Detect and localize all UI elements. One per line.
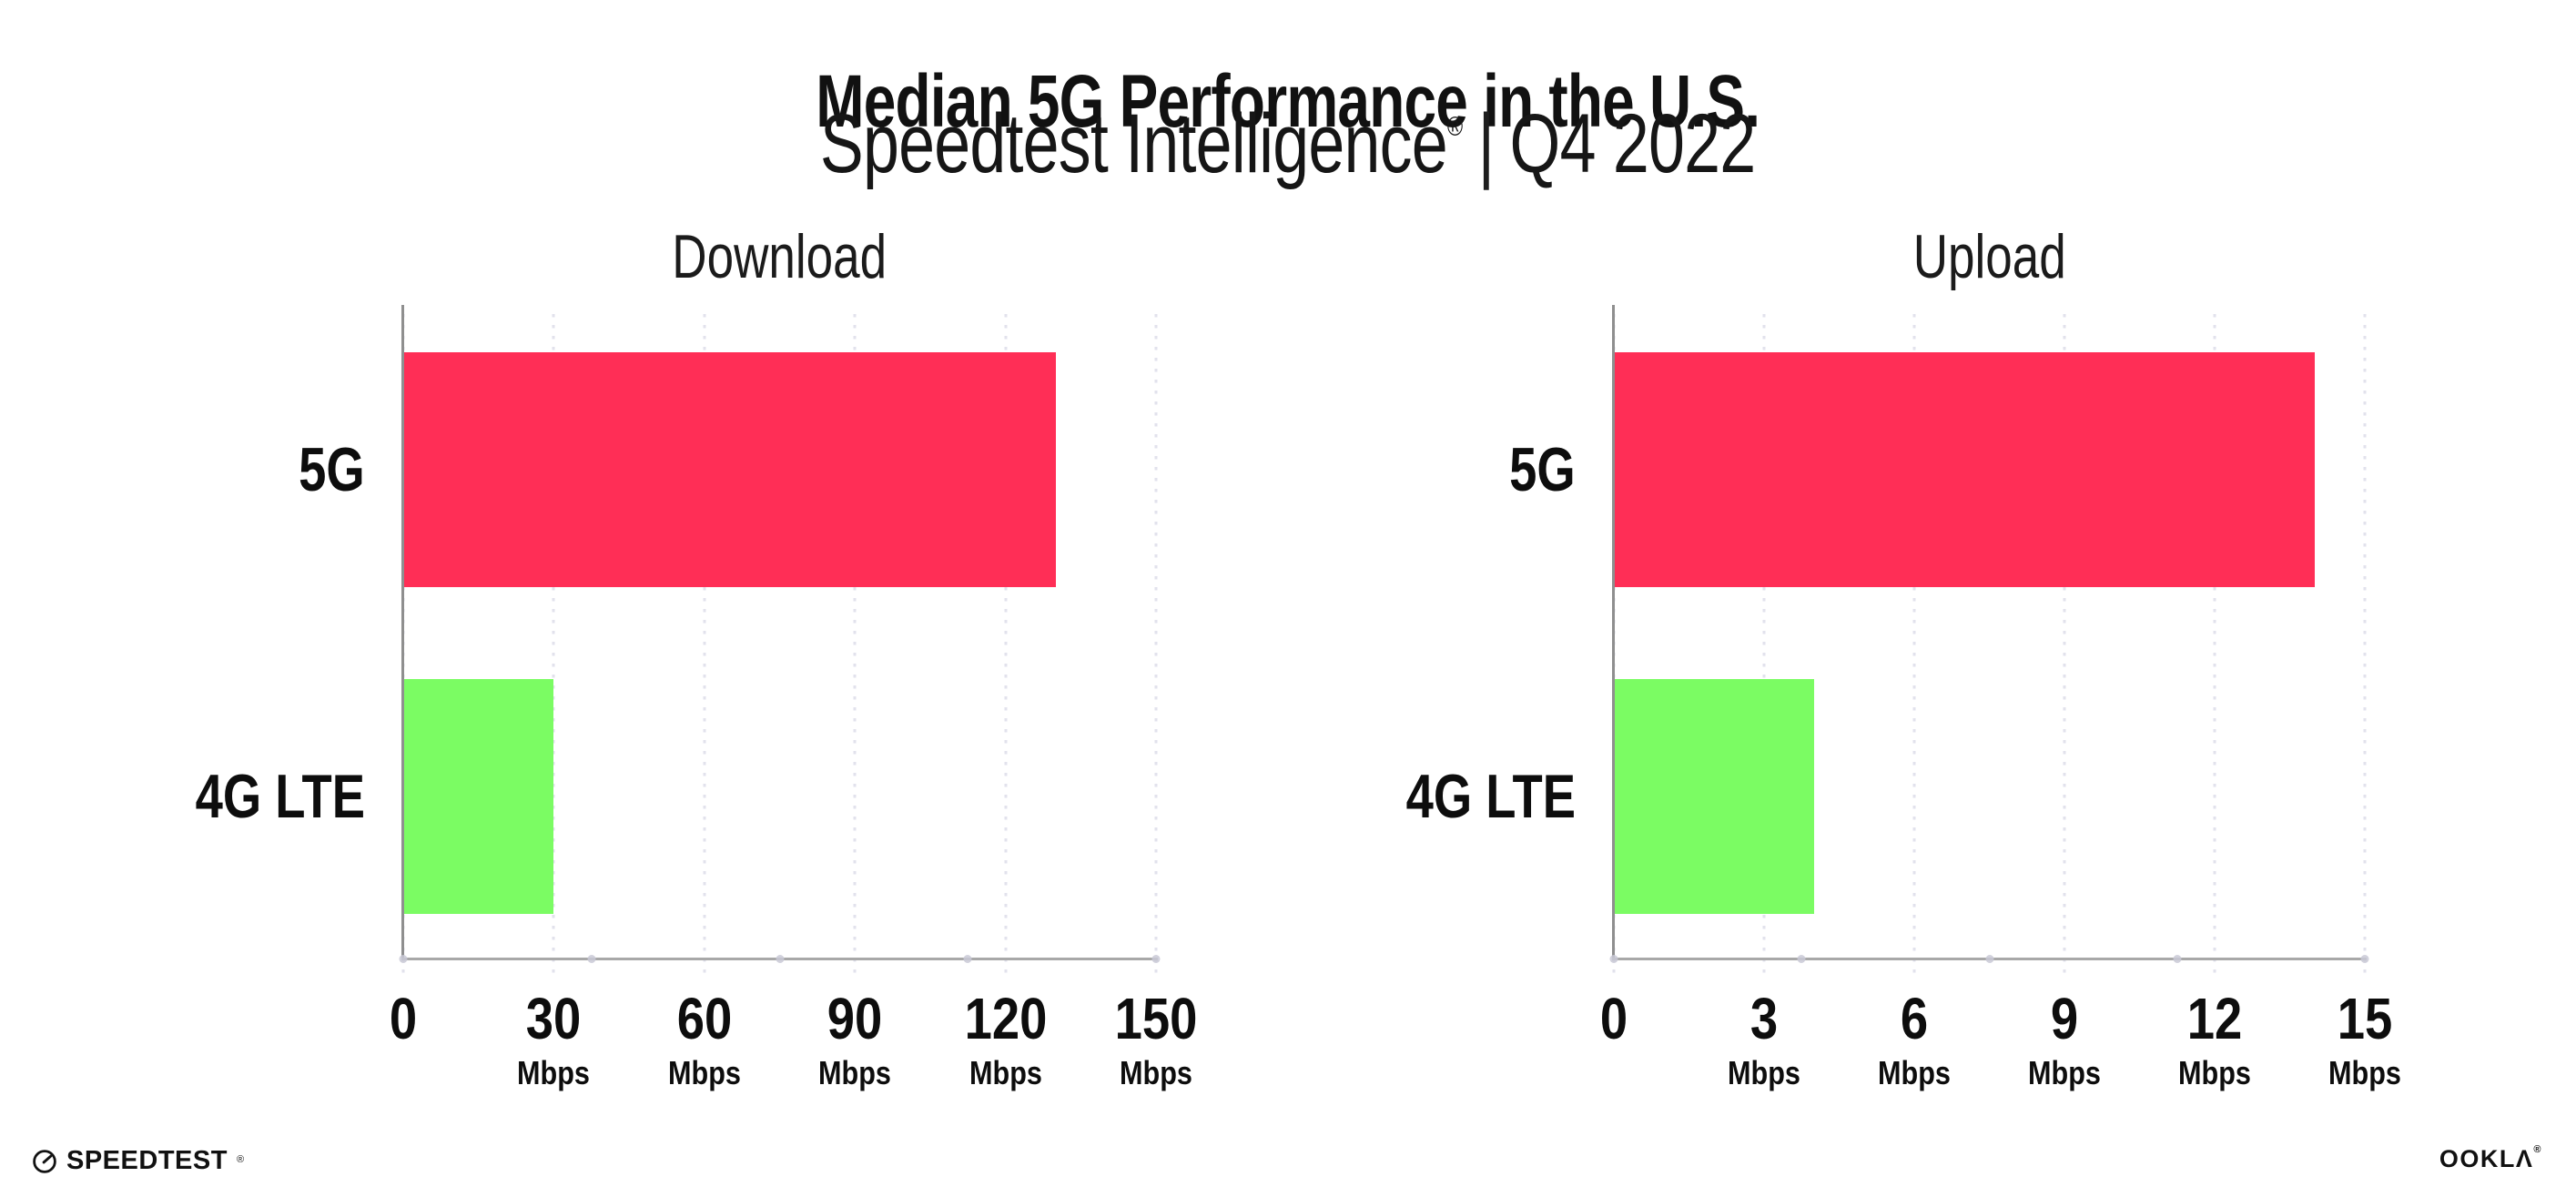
tick-value: 150: [1114, 986, 1198, 1051]
x-tick-12: 12 Mbps: [2172, 959, 2257, 1090]
bar-4g-lte: [403, 678, 554, 915]
bar-5g: [1614, 351, 2315, 588]
tick-unit: Mbps: [2328, 1054, 2401, 1091]
page-title-text: Median 5G Performance in the U.S.: [816, 59, 1761, 143]
tick-unit: Mbps: [818, 1054, 892, 1091]
gridline-120: [1004, 314, 1008, 980]
gridline-15: [2363, 314, 2367, 980]
gridline-30: [552, 314, 555, 980]
tick-unit: Mbps: [667, 1054, 741, 1091]
gridline-60: [703, 314, 706, 980]
download-chart-title: Download: [403, 226, 1156, 288]
x-tick-3: 3 Mbps: [1721, 959, 1807, 1090]
upload-plot-area: 0 3 Mbps 6 Mbps 9 Mbps 12 Mbps 15 Mbps 5G 4G LTE: [1406, 305, 2401, 1090]
tick-unit: Mbps: [1728, 1054, 1800, 1091]
tick-value: 120: [964, 986, 1047, 1051]
speedtest-wordmark: SPEEDTEST: [66, 1146, 228, 1175]
tick-value: 9: [2050, 986, 2079, 1051]
axis-dot: [963, 955, 972, 963]
tick-unit: Mbps: [969, 1054, 1042, 1091]
x-tick-6: 6 Mbps: [1871, 959, 1957, 1090]
subtitle-brand: Speedtest Intelligence: [820, 97, 1448, 190]
tick-value: 0: [389, 986, 418, 1051]
axis-dot: [1985, 955, 1993, 963]
gridline-6: [1912, 314, 1916, 980]
x-tick-0: 0: [387, 959, 420, 1048]
axis-dot: [1609, 955, 1618, 963]
bar-5g: [403, 351, 1056, 588]
category-label-5g: 5G: [299, 434, 365, 504]
axis-dot: [2360, 955, 2369, 963]
tick-unit: Mbps: [517, 1054, 591, 1091]
ookla-wordmark: OOKLΛ: [2439, 1145, 2534, 1172]
tick-value: 60: [676, 986, 733, 1051]
x-tick-9: 9 Mbps: [2022, 959, 2107, 1090]
tick-value: 6: [1900, 986, 1929, 1051]
download-chart-title-text: Download: [672, 222, 887, 291]
speedtest-gauge-icon: [33, 1149, 56, 1173]
tick-unit: Mbps: [2028, 1054, 2101, 1091]
tick-unit: Mbps: [1120, 1054, 1192, 1091]
upload-chart-title-text: Upload: [1912, 222, 2066, 291]
x-tick-60: 60 Mbps: [662, 959, 747, 1090]
page-title: Median 5G Performance in the U.S.: [0, 59, 2576, 143]
gridline-12: [2213, 314, 2216, 980]
tick-value: 3: [1749, 986, 1779, 1051]
tick-value: 0: [1599, 986, 1628, 1051]
category-label-4g-lte: 4G LTE: [195, 761, 365, 831]
tick-value: 12: [2186, 986, 2243, 1051]
speedtest-trademark-symbol: ®: [236, 1153, 245, 1165]
tick-value: 15: [2337, 986, 2393, 1051]
upload-chart-title: Upload: [1614, 226, 2365, 288]
ookla-trademark-symbol: ®: [2533, 1144, 2542, 1155]
download-plot-area: 0 30 Mbps 60 Mbps 90 Mbps 120 Mbps 150 Mbps 5G 4G LT…: [196, 305, 1197, 1090]
category-label-4g-lte: 4G LTE: [1405, 761, 1576, 831]
axis-dot: [399, 955, 408, 963]
page-subtitle: Speedtest Intelligence® | Q4 2022: [0, 102, 2576, 186]
gridline-150: [1154, 314, 1158, 980]
axis-dot: [776, 955, 784, 963]
x-tick-150: 150 Mbps: [1108, 959, 1205, 1090]
gridline-9: [2063, 314, 2066, 980]
registered-trademark-symbol: ®: [1447, 112, 1463, 142]
tick-unit: Mbps: [2178, 1054, 2251, 1091]
bar-4g-lte: [1614, 678, 1814, 915]
axis-dot: [1151, 955, 1161, 963]
x-tick-90: 90 Mbps: [812, 959, 898, 1090]
subtitle-period: Q4 2022: [1509, 97, 1757, 190]
subtitle-separator: |: [1477, 97, 1496, 190]
axis-dot: [1797, 955, 1806, 963]
tick-value: 30: [526, 986, 582, 1051]
x-tick-15: 15 Mbps: [2322, 959, 2408, 1090]
speedtest-logo: SPEEDTEST ®: [32, 1148, 244, 1174]
page-subtitle-text: Speedtest Intelligence® | Q4 2022: [820, 102, 1756, 186]
ookla-logo: OOKLΛ®: [2439, 1144, 2542, 1172]
tick-value: 90: [827, 986, 883, 1051]
category-label-5g: 5G: [1509, 434, 1576, 504]
tick-unit: Mbps: [1878, 1054, 1951, 1091]
download-y-axis-line: [401, 305, 404, 959]
axis-dot: [587, 955, 596, 963]
upload-y-axis-line: [1612, 305, 1615, 959]
gridline-90: [853, 314, 857, 980]
x-tick-30: 30 Mbps: [511, 959, 596, 1090]
x-tick-0: 0: [1597, 959, 1630, 1048]
x-tick-120: 120 Mbps: [957, 959, 1054, 1090]
axis-dot: [2173, 955, 2182, 963]
gridline-3: [1762, 314, 1766, 980]
